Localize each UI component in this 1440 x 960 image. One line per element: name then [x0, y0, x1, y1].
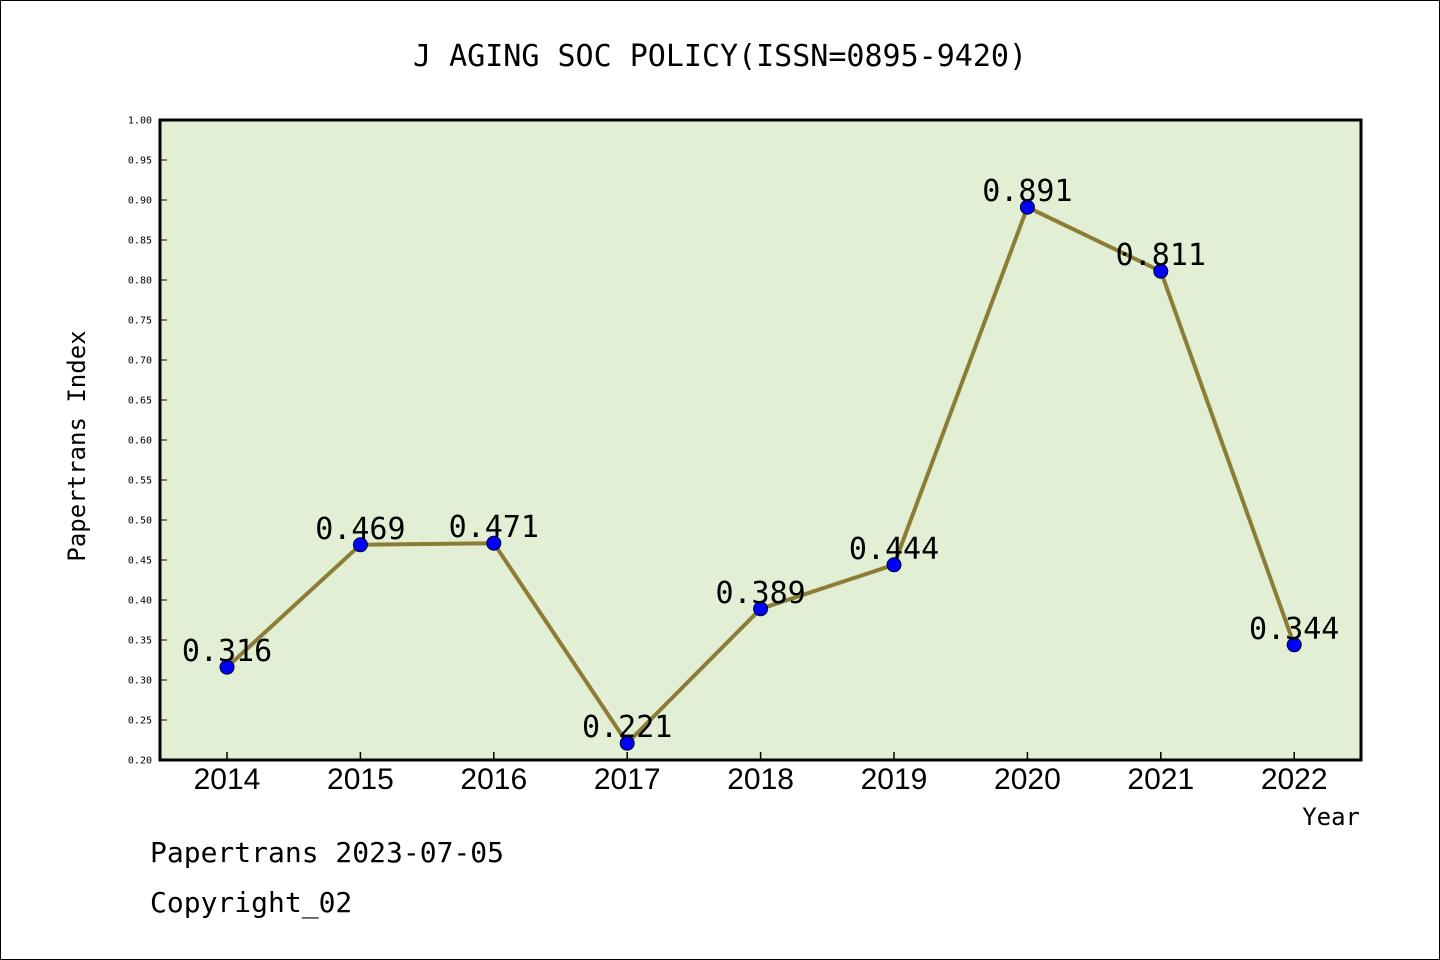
x-axis-label: Year — [1302, 803, 1360, 831]
x-tick-label: 2020 — [994, 763, 1061, 796]
data-label: 0.891 — [982, 174, 1072, 209]
y-tick-label: 0.25 — [128, 716, 152, 727]
data-point — [753, 601, 769, 617]
data-label: 0.344 — [1249, 612, 1339, 647]
data-label: 0.471 — [449, 510, 539, 545]
y-tick-label: 0.90 — [128, 196, 152, 207]
y-tick-label: 0.30 — [128, 676, 152, 687]
y-tick-label: 0.65 — [128, 396, 152, 407]
x-tick-label: 2019 — [861, 763, 928, 796]
y-tick-label: 0.40 — [128, 596, 152, 607]
data-label: 0.444 — [849, 532, 939, 567]
y-tick-label: 0.35 — [128, 636, 152, 647]
data-label: 0.811 — [1116, 238, 1206, 273]
data-label: 0.469 — [315, 512, 405, 547]
chart-title: J AGING SOC POLICY(ISSN=0895-9420) — [413, 39, 1027, 74]
y-tick-label: 0.70 — [128, 356, 152, 367]
data-point — [886, 557, 902, 573]
y-axis-ticks: 0.20 0.25 0.30 0.35 0.40 0.45 0.50 0.55 0.60 0.65… — [128, 116, 167, 767]
x-tick-label: 2014 — [194, 763, 261, 796]
data-label: 0.316 — [182, 634, 272, 669]
y-axis-label: Papertrans Index — [63, 330, 91, 561]
y-tick-label: 1.00 — [128, 116, 152, 127]
data-point — [619, 735, 635, 751]
data-point — [219, 659, 235, 675]
data-point — [486, 535, 502, 551]
data-point — [1153, 263, 1169, 279]
series-layer: 0.316 0.469 0.471 0.221 0.389 0.444 0.891 0.811… — [182, 174, 1339, 751]
y-tick-label: 0.80 — [128, 276, 152, 287]
y-tick-label: 0.75 — [128, 316, 152, 327]
y-tick-label: 0.95 — [128, 156, 152, 167]
x-axis-ticks: 2014 2015 2016 2017 2018 2019 2020 2021 2022 — [194, 752, 1328, 796]
footer-date: Papertrans 2023-07-05 — [150, 836, 505, 869]
x-tick-label: 2018 — [727, 763, 794, 796]
data-point — [352, 537, 368, 553]
data-label: 0.221 — [582, 710, 672, 745]
data-label: 0.389 — [715, 576, 805, 611]
y-tick-label: 0.20 — [128, 756, 152, 767]
x-tick-label: 2021 — [1127, 763, 1194, 796]
plot-area — [158, 118, 1363, 762]
y-tick-label: 0.45 — [128, 556, 152, 567]
y-tick-label: 0.55 — [128, 476, 152, 487]
y-tick-label: 0.50 — [128, 516, 152, 527]
x-tick-label: 2017 — [594, 763, 661, 796]
x-tick-label: 2016 — [460, 763, 527, 796]
y-tick-label: 0.85 — [128, 236, 152, 247]
y-tick-label: 0.60 — [128, 436, 152, 447]
x-tick-label: 2015 — [327, 763, 394, 796]
data-point — [1286, 637, 1302, 653]
data-point — [1019, 199, 1035, 215]
x-tick-label: 2022 — [1261, 763, 1328, 796]
footer-copyright: Copyright_02 — [150, 886, 353, 919]
